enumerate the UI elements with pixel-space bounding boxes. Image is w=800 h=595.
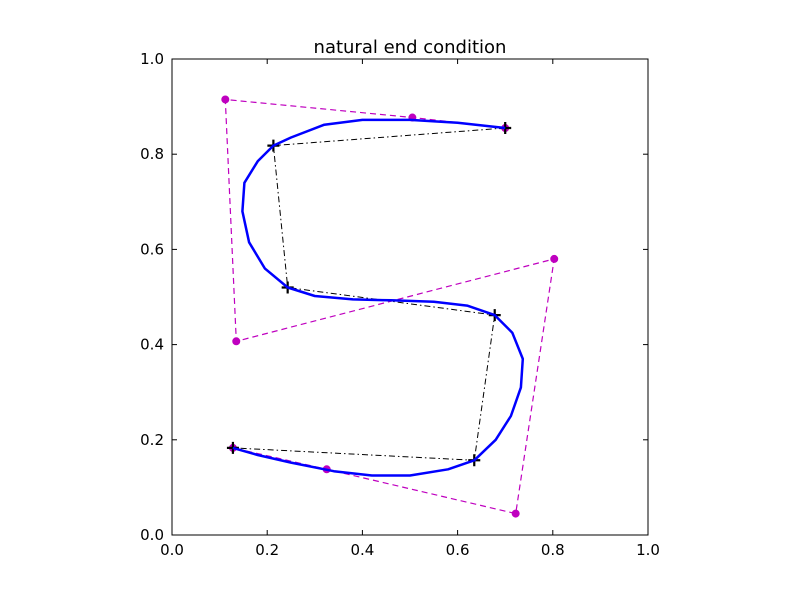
plot-frame bbox=[171, 58, 649, 536]
x-tick-label: 0.6 bbox=[446, 541, 470, 559]
y-tick-label: 0.8 bbox=[140, 145, 164, 163]
x-tick-label: 0.8 bbox=[541, 541, 565, 559]
y-tick-label: 0.4 bbox=[140, 336, 164, 354]
interpolation-points-line bbox=[232, 127, 506, 461]
control-polygon-marker bbox=[221, 95, 230, 104]
spline-curve-line bbox=[232, 118, 525, 477]
control-polygon-marker bbox=[550, 254, 559, 263]
y-tick-label: 0.6 bbox=[140, 240, 164, 258]
control-polygon-line bbox=[224, 98, 555, 515]
x-tick-label: 0.0 bbox=[160, 541, 184, 559]
x-tick-label: 0.4 bbox=[350, 541, 374, 559]
control-polygon-marker bbox=[232, 337, 241, 346]
x-tick-label: 1.0 bbox=[636, 541, 660, 559]
y-tick-label: 0.2 bbox=[140, 431, 164, 449]
axis-layer: 0.0 0.2 0.4 0.6 0.8 1.0 0.0 0.2 0.4 0.6 0.8 1.0 bbox=[140, 50, 660, 559]
x-tick-label: 0.2 bbox=[255, 541, 279, 559]
chart-title: natural end condition bbox=[314, 37, 507, 58]
y-tick-label: 1.0 bbox=[140, 50, 164, 68]
control-polygon-marker bbox=[511, 509, 520, 518]
plot-layer bbox=[221, 95, 559, 518]
y-tick-label: 0.0 bbox=[140, 526, 164, 544]
